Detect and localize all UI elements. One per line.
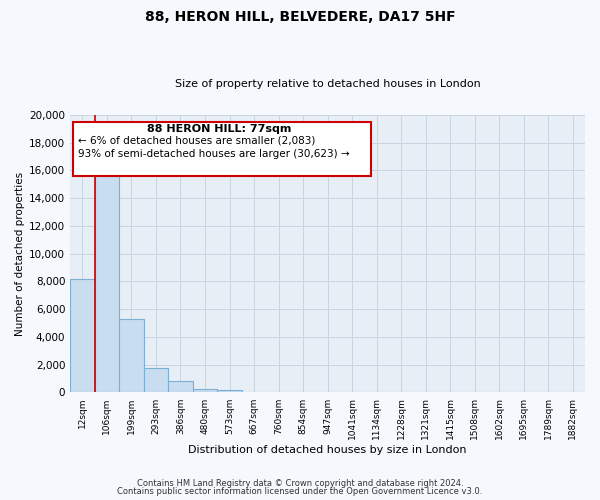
Title: Size of property relative to detached houses in London: Size of property relative to detached ho… xyxy=(175,79,481,89)
Bar xyxy=(193,389,217,392)
Y-axis label: Number of detached properties: Number of detached properties xyxy=(15,172,25,336)
FancyBboxPatch shape xyxy=(73,122,371,176)
Text: 93% of semi-detached houses are larger (30,623) →: 93% of semi-detached houses are larger (… xyxy=(78,150,350,160)
Bar xyxy=(168,382,193,392)
Text: ← 6% of detached houses are smaller (2,083): ← 6% of detached houses are smaller (2,0… xyxy=(78,136,315,145)
Text: Contains public sector information licensed under the Open Government Licence v3: Contains public sector information licen… xyxy=(118,487,482,496)
Bar xyxy=(217,390,242,392)
Text: 88, HERON HILL, BELVEDERE, DA17 5HF: 88, HERON HILL, BELVEDERE, DA17 5HF xyxy=(145,10,455,24)
Bar xyxy=(95,164,119,392)
Bar xyxy=(144,368,168,392)
Text: 88 HERON HILL: 77sqm: 88 HERON HILL: 77sqm xyxy=(147,124,292,134)
Bar xyxy=(119,319,144,392)
Text: Contains HM Land Registry data © Crown copyright and database right 2024.: Contains HM Land Registry data © Crown c… xyxy=(137,478,463,488)
Bar xyxy=(70,278,95,392)
X-axis label: Distribution of detached houses by size in London: Distribution of detached houses by size … xyxy=(188,445,467,455)
